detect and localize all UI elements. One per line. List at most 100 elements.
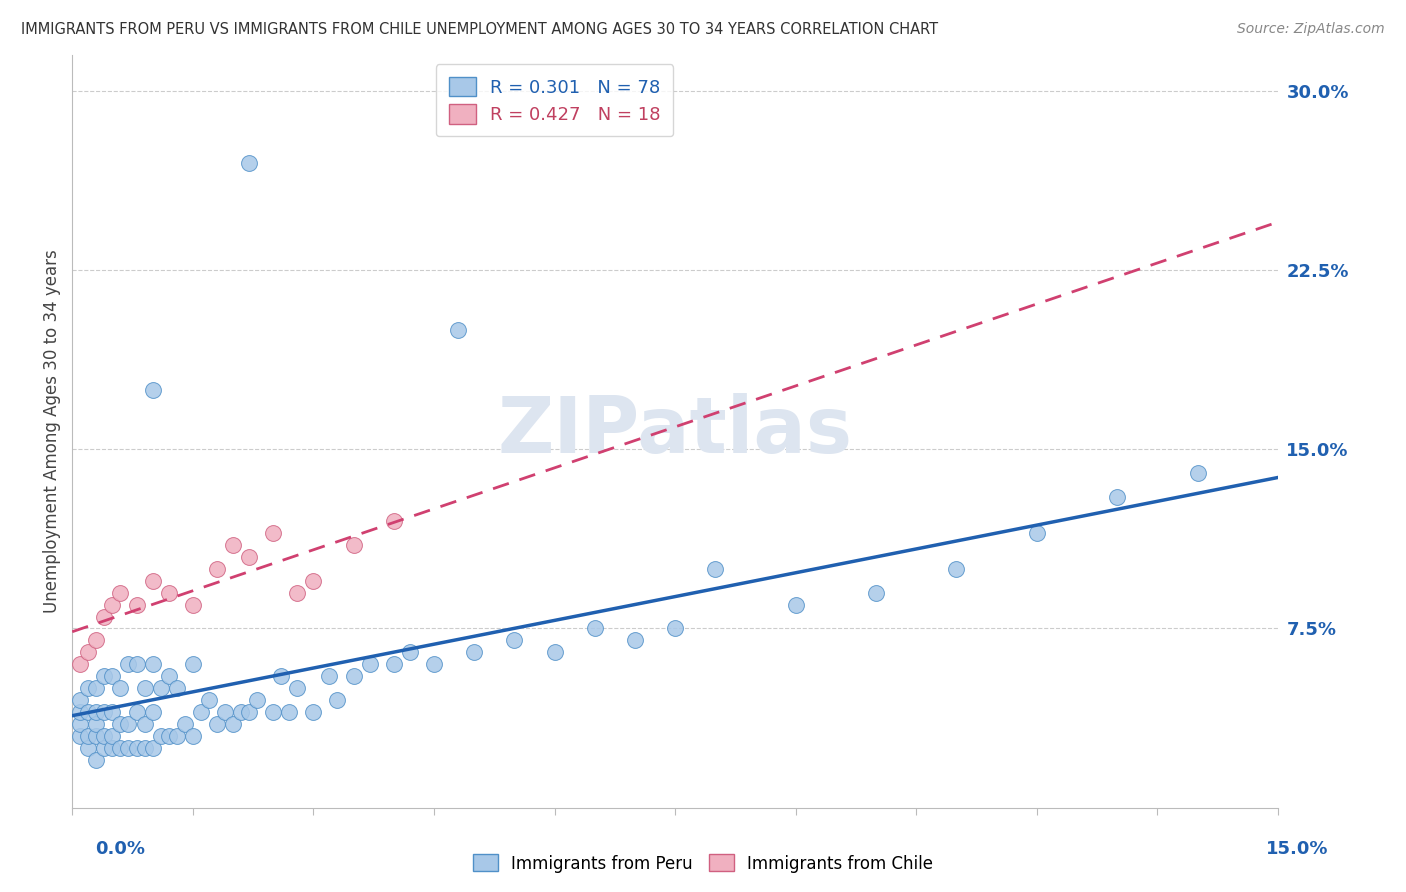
Point — [134, 717, 156, 731]
Point — [205, 717, 228, 731]
Point — [142, 657, 165, 672]
Point — [342, 538, 364, 552]
Point — [142, 383, 165, 397]
Point — [229, 705, 252, 719]
Point — [77, 729, 100, 743]
Point — [125, 657, 148, 672]
Point — [69, 729, 91, 743]
Point — [205, 562, 228, 576]
Point — [190, 705, 212, 719]
Point — [270, 669, 292, 683]
Point — [624, 633, 647, 648]
Point — [382, 514, 405, 528]
Point — [117, 740, 139, 755]
Point — [110, 585, 132, 599]
Point — [278, 705, 301, 719]
Legend: R = 0.301   N = 78, R = 0.427   N = 18: R = 0.301 N = 78, R = 0.427 N = 18 — [436, 64, 673, 136]
Point — [86, 705, 108, 719]
Point — [134, 681, 156, 695]
Point — [214, 705, 236, 719]
Point — [285, 585, 308, 599]
Point — [173, 717, 195, 731]
Point — [302, 574, 325, 588]
Point — [117, 717, 139, 731]
Point — [86, 717, 108, 731]
Text: 15.0%: 15.0% — [1267, 840, 1329, 858]
Point — [423, 657, 446, 672]
Point — [69, 693, 91, 707]
Point — [238, 549, 260, 564]
Point — [101, 729, 124, 743]
Point — [503, 633, 526, 648]
Point — [1025, 525, 1047, 540]
Point — [181, 598, 204, 612]
Point — [93, 609, 115, 624]
Point — [583, 622, 606, 636]
Point — [110, 717, 132, 731]
Point — [101, 669, 124, 683]
Text: Source: ZipAtlas.com: Source: ZipAtlas.com — [1237, 22, 1385, 37]
Point — [86, 729, 108, 743]
Point — [447, 323, 470, 337]
Point — [398, 645, 420, 659]
Point — [664, 622, 686, 636]
Point — [77, 705, 100, 719]
Point — [302, 705, 325, 719]
Point — [262, 525, 284, 540]
Point — [125, 740, 148, 755]
Point — [157, 729, 180, 743]
Point — [238, 705, 260, 719]
Point — [1107, 490, 1129, 504]
Point — [382, 657, 405, 672]
Legend: Immigrants from Peru, Immigrants from Chile: Immigrants from Peru, Immigrants from Ch… — [465, 847, 941, 880]
Point — [93, 705, 115, 719]
Point — [285, 681, 308, 695]
Y-axis label: Unemployment Among Ages 30 to 34 years: Unemployment Among Ages 30 to 34 years — [44, 250, 60, 614]
Point — [704, 562, 727, 576]
Point — [142, 740, 165, 755]
Point — [166, 729, 188, 743]
Point — [69, 717, 91, 731]
Point — [77, 740, 100, 755]
Point — [181, 657, 204, 672]
Point — [117, 657, 139, 672]
Point — [157, 585, 180, 599]
Point — [93, 669, 115, 683]
Text: 0.0%: 0.0% — [96, 840, 146, 858]
Point — [149, 681, 172, 695]
Text: ZIPatlas: ZIPatlas — [498, 393, 852, 469]
Point — [101, 740, 124, 755]
Point — [463, 645, 485, 659]
Point — [93, 729, 115, 743]
Point — [945, 562, 967, 576]
Point — [77, 681, 100, 695]
Point — [93, 740, 115, 755]
Point — [326, 693, 349, 707]
Point — [134, 740, 156, 755]
Point — [86, 753, 108, 767]
Point — [342, 669, 364, 683]
Point — [86, 633, 108, 648]
Point — [198, 693, 221, 707]
Point — [785, 598, 807, 612]
Point — [246, 693, 269, 707]
Point — [101, 598, 124, 612]
Point — [110, 740, 132, 755]
Point — [142, 574, 165, 588]
Point — [125, 598, 148, 612]
Point — [543, 645, 565, 659]
Text: IMMIGRANTS FROM PERU VS IMMIGRANTS FROM CHILE UNEMPLOYMENT AMONG AGES 30 TO 34 Y: IMMIGRANTS FROM PERU VS IMMIGRANTS FROM … — [21, 22, 938, 37]
Point — [149, 729, 172, 743]
Point — [181, 729, 204, 743]
Point — [262, 705, 284, 719]
Point — [222, 538, 245, 552]
Point — [238, 155, 260, 169]
Point — [69, 705, 91, 719]
Point — [86, 681, 108, 695]
Point — [1187, 466, 1209, 480]
Point — [69, 657, 91, 672]
Point — [125, 705, 148, 719]
Point — [166, 681, 188, 695]
Point — [142, 705, 165, 719]
Point — [110, 681, 132, 695]
